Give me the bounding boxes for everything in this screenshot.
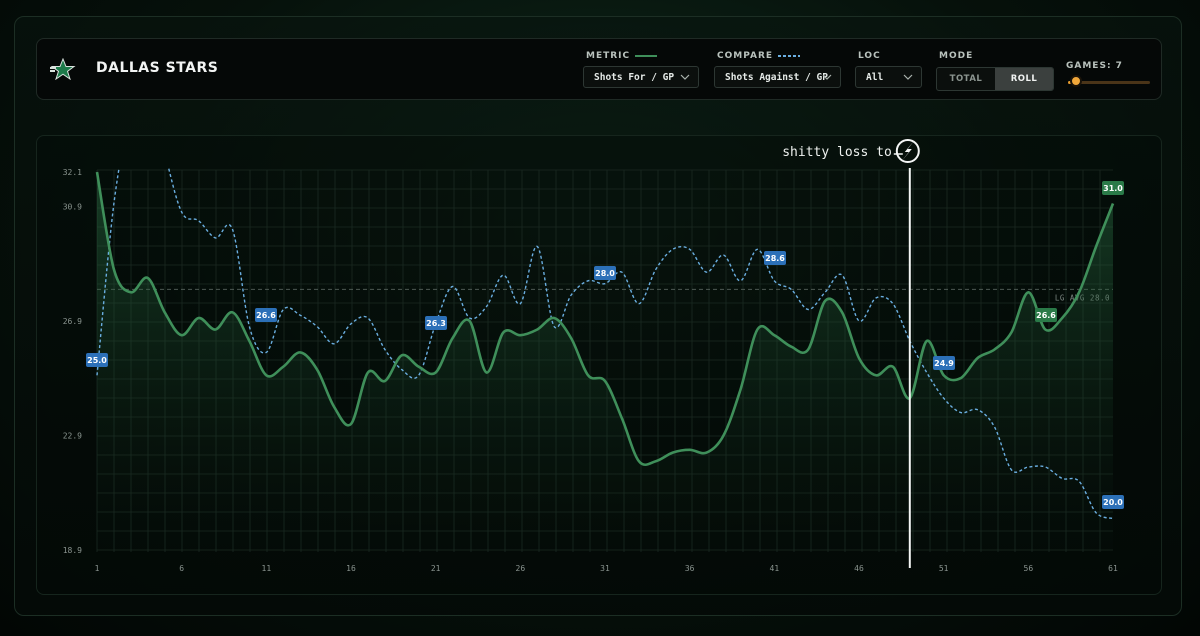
data-label: 25.0 bbox=[86, 353, 108, 367]
metric-select[interactable]: Shots For / GP bbox=[583, 66, 699, 88]
data-label: 26.3 bbox=[425, 316, 447, 330]
metric-area bbox=[97, 172, 1113, 550]
data-label: 26.6 bbox=[1035, 308, 1057, 322]
metric-line bbox=[95, 171, 1115, 467]
x-tick-label: 31 bbox=[600, 564, 610, 573]
metric-label: METRIC bbox=[586, 51, 658, 61]
plot-area bbox=[95, 168, 1115, 550]
x-tick-label: 36 bbox=[685, 564, 695, 573]
x-tick-label: 61 bbox=[1108, 564, 1118, 573]
data-label-text: 26.3 bbox=[426, 319, 446, 328]
data-label-box bbox=[425, 316, 447, 330]
data-label-box bbox=[86, 353, 108, 367]
data-label-text: 20.0 bbox=[1103, 498, 1123, 507]
x-tick-label: 46 bbox=[854, 564, 864, 573]
y-tick-label: 30.9 bbox=[63, 202, 82, 211]
games-label: GAMES: 7 bbox=[1066, 61, 1123, 71]
y-tick-label: 26.9 bbox=[63, 317, 82, 326]
chevron-down-icon bbox=[822, 74, 832, 80]
compare-line bbox=[96, 168, 1114, 520]
x-tick-label: 16 bbox=[346, 564, 356, 573]
data-label-box bbox=[933, 356, 955, 370]
loc-select[interactable]: All bbox=[855, 66, 922, 88]
data-label: 31.0 bbox=[1102, 181, 1124, 195]
data-label: 28.6 bbox=[764, 251, 786, 265]
team-name: DALLAS STARS bbox=[96, 60, 219, 76]
compare-label: COMPARE bbox=[717, 51, 801, 61]
data-label: 26.6 bbox=[255, 308, 277, 322]
x-tick-label: 1 bbox=[95, 564, 100, 573]
data-label-box bbox=[1102, 181, 1124, 195]
data-label-text: 26.6 bbox=[1036, 311, 1056, 320]
mode-roll-button[interactable]: ROLL bbox=[995, 68, 1053, 90]
lightning-logo-icon bbox=[893, 139, 920, 163]
data-label: 28.0 bbox=[594, 266, 616, 280]
chevron-down-icon bbox=[680, 74, 690, 80]
y-tick-label: 18.9 bbox=[63, 546, 82, 555]
x-tick-label: 6 bbox=[179, 564, 184, 573]
data-label-box bbox=[255, 308, 277, 322]
x-tick-label: 41 bbox=[770, 564, 780, 573]
mode-label: MODE bbox=[939, 51, 974, 61]
y-tick-label: 32.1 bbox=[63, 168, 82, 177]
x-tick-label: 51 bbox=[939, 564, 949, 573]
data-label-box bbox=[594, 266, 616, 280]
data-label: 24.9 bbox=[933, 356, 955, 370]
chevron-down-icon bbox=[903, 74, 913, 80]
games-slider-track[interactable] bbox=[1068, 81, 1150, 84]
mode-total-button[interactable]: TOTAL bbox=[949, 74, 983, 84]
x-tick-label: 21 bbox=[431, 564, 441, 573]
data-label-text: 25.0 bbox=[87, 356, 107, 365]
data-label-text: 26.6 bbox=[256, 311, 276, 320]
y-tick-label: 22.9 bbox=[63, 431, 82, 440]
star-logo-icon bbox=[50, 58, 76, 80]
data-label-text: 31.0 bbox=[1103, 184, 1123, 193]
data-label-text: 24.9 bbox=[934, 359, 954, 368]
data-label-box bbox=[1102, 495, 1124, 509]
mode-toggle: TOTAL ROLL bbox=[936, 67, 1054, 91]
data-label-box bbox=[1035, 308, 1057, 322]
x-tick-label: 56 bbox=[1024, 564, 1034, 573]
loc-label: LOC bbox=[858, 51, 881, 61]
x-tick-label: 26 bbox=[516, 564, 526, 573]
data-label-text: 28.0 bbox=[595, 269, 615, 278]
games-slider-handle[interactable] bbox=[1070, 75, 1083, 87]
annotation-text: shitty loss to bbox=[782, 145, 892, 160]
compare-select[interactable]: Shots Against / GP bbox=[714, 66, 841, 88]
x-tick-label: 11 bbox=[262, 564, 272, 573]
data-label-box bbox=[764, 251, 786, 265]
data-label-text: 28.6 bbox=[765, 254, 785, 263]
data-label: 20.0 bbox=[1102, 495, 1124, 509]
